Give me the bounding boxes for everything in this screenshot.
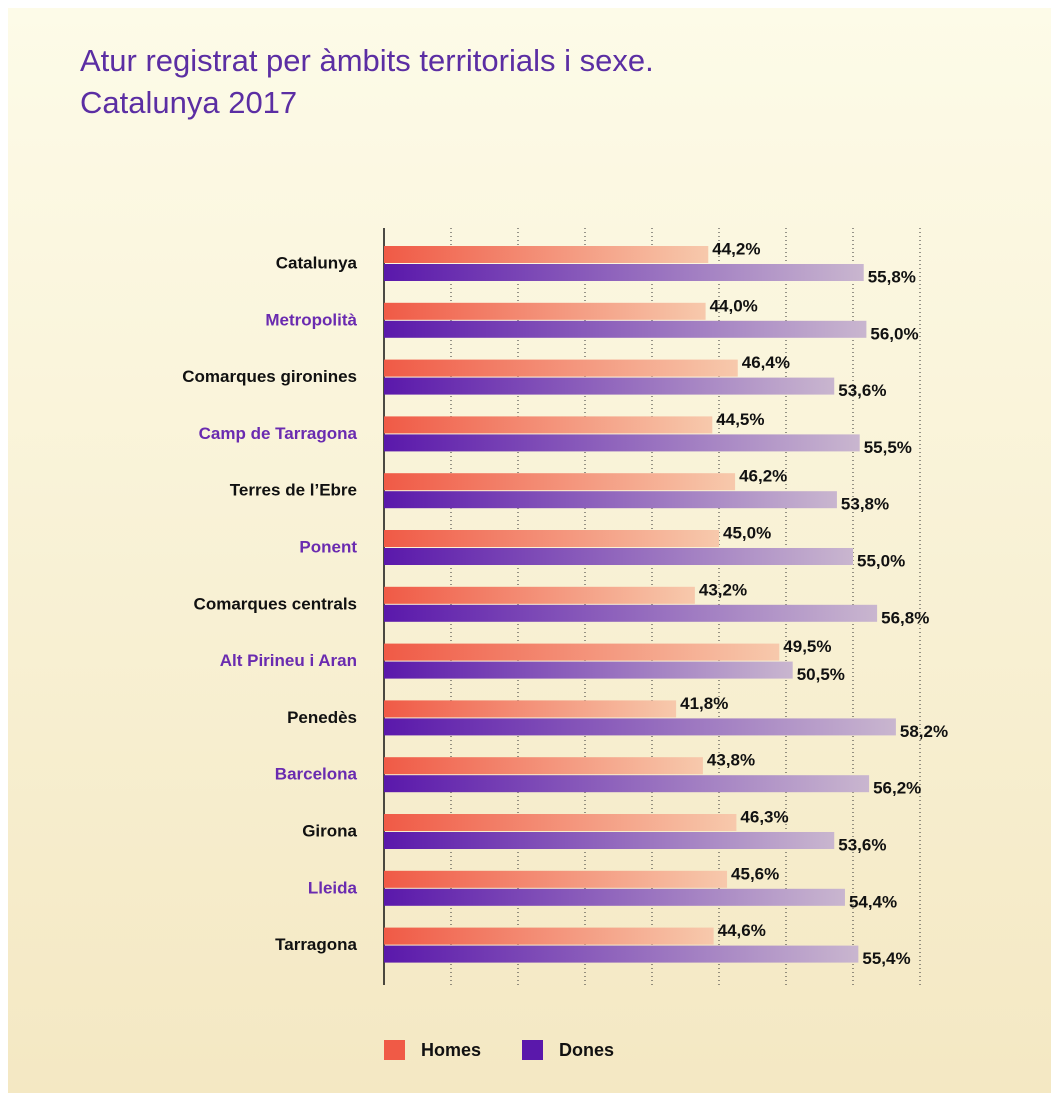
value-label: 43,2% xyxy=(699,580,747,599)
value-label: 44,0% xyxy=(710,296,758,315)
value-label: 56,0% xyxy=(870,324,918,343)
value-label: 46,3% xyxy=(740,807,788,826)
legend-swatch xyxy=(384,1040,405,1060)
bar xyxy=(384,530,719,547)
value-label: 56,2% xyxy=(873,779,921,798)
value-label: 46,4% xyxy=(742,353,790,372)
bar xyxy=(384,604,878,622)
category-label: Terres de l’Ebre xyxy=(230,481,357,500)
value-label: 53,6% xyxy=(838,381,886,400)
bar xyxy=(384,832,835,849)
bar xyxy=(384,416,713,434)
value-label: 58,2% xyxy=(900,722,948,741)
bar xyxy=(384,888,845,906)
bar xyxy=(384,870,728,888)
value-label: 44,2% xyxy=(712,239,760,258)
category-label: Catalunya xyxy=(276,253,358,272)
category-label: Camp de Tarragona xyxy=(199,424,358,443)
category-label: Metropolità xyxy=(265,310,357,329)
value-label: 50,5% xyxy=(797,665,845,684)
value-label: 55,4% xyxy=(862,949,910,968)
bar xyxy=(384,700,677,718)
bar xyxy=(384,586,695,604)
bar xyxy=(384,775,870,793)
value-label: 54,4% xyxy=(849,892,897,911)
category-label: Alt Pirineu i Aran xyxy=(220,651,357,670)
bar xyxy=(384,320,867,338)
bar xyxy=(384,377,835,395)
bar xyxy=(384,264,864,281)
bar xyxy=(384,945,859,963)
bar xyxy=(384,757,703,775)
value-label: 45,6% xyxy=(731,864,779,883)
category-label: Penedès xyxy=(287,708,357,727)
value-label: 44,6% xyxy=(718,921,766,940)
bar xyxy=(384,359,738,377)
chart-title: Catalunya 2017 xyxy=(80,85,297,120)
bar xyxy=(384,548,853,565)
value-label: 49,5% xyxy=(783,637,831,656)
bar xyxy=(384,473,736,491)
category-label: Ponent xyxy=(299,537,357,556)
value-label: 44,5% xyxy=(716,410,764,429)
category-label: Tarragona xyxy=(275,935,357,954)
value-label: 55,8% xyxy=(868,267,916,286)
bar xyxy=(384,302,706,320)
value-label: 43,8% xyxy=(707,751,755,770)
bar xyxy=(384,927,714,945)
value-label: 53,8% xyxy=(841,495,889,514)
legend-label: Homes xyxy=(421,1040,481,1060)
chart-title: Atur registrat per àmbits territorials i… xyxy=(80,43,654,78)
bar xyxy=(384,814,737,831)
value-label: 55,0% xyxy=(857,551,905,570)
value-label: 56,8% xyxy=(881,608,929,627)
value-label: 53,6% xyxy=(838,835,886,854)
value-label: 41,8% xyxy=(680,694,728,713)
bar xyxy=(384,643,780,661)
value-label: 46,2% xyxy=(739,467,787,486)
legend-swatch xyxy=(522,1040,543,1060)
category-label: Girona xyxy=(302,821,357,840)
bar xyxy=(384,434,860,452)
category-label: Comarques centrals xyxy=(194,594,357,613)
bar xyxy=(384,718,896,736)
category-label: Comarques gironines xyxy=(182,367,357,386)
bar xyxy=(384,661,793,679)
value-label: 45,0% xyxy=(723,523,771,542)
legend-label: Dones xyxy=(559,1040,614,1060)
bar xyxy=(384,491,837,509)
bar xyxy=(384,246,709,263)
value-label: 55,5% xyxy=(864,438,912,457)
category-label: Lleida xyxy=(308,878,358,897)
category-label: Barcelona xyxy=(275,765,358,784)
